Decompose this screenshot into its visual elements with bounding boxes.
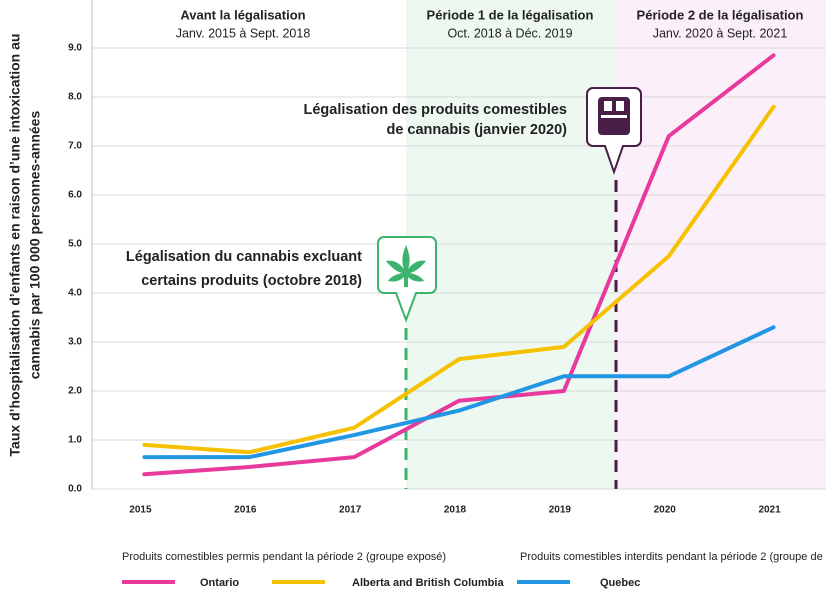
edible-window — [604, 101, 612, 111]
y-tick-label: 1.0 — [68, 435, 82, 446]
series-line — [142, 104, 776, 455]
x-tick-label: 2016 — [234, 505, 257, 516]
annotation: Légalisation du cannabis excluant — [126, 249, 362, 265]
x-tick-label: 2019 — [549, 505, 572, 516]
y-tick-label: 6.0 — [68, 190, 82, 201]
legend-label: Quebec — [600, 577, 640, 589]
period-title: Période 2 de la légalisation — [637, 7, 804, 22]
edible-stripe — [601, 115, 627, 118]
y-tick-label: 5.0 — [68, 239, 82, 250]
y-tick-label: 3.0 — [68, 337, 82, 348]
edible-window — [616, 101, 624, 111]
annotation: certains produits (octobre 2018) — [141, 273, 362, 289]
y-axis-label: cannabis par 100 000 personnes-années — [27, 111, 43, 380]
series-line — [142, 53, 776, 477]
y-tick-label: 0.0 — [68, 484, 82, 495]
period-dates: Janv. 2015 à Sept. 2018 — [176, 26, 311, 40]
y-tick-label: 8.0 — [68, 92, 82, 103]
annotation: Légalisation des produits comestibles — [304, 102, 567, 118]
x-tick-label: 2015 — [129, 505, 152, 516]
y-tick-label: 2.0 — [68, 386, 82, 397]
y-tick-label: 7.0 — [68, 141, 82, 152]
y-axis-label: Taux d’hospitalisation d’enfants en rais… — [7, 34, 23, 457]
series-lines — [142, 53, 776, 477]
series-line — [142, 325, 776, 460]
legend-label: Alberta and British Columbia — [352, 577, 504, 589]
y-tick-label: 9.0 — [68, 43, 82, 54]
annotation: de cannabis (janvier 2020) — [386, 122, 567, 138]
x-tick-label: 2020 — [654, 505, 677, 516]
legend-group: Produits comestibles interdits pendant l… — [520, 551, 826, 563]
x-tick-label: 2017 — [339, 505, 362, 516]
period-title: Avant la légalisation — [180, 7, 305, 22]
legend-group: Produits comestibles permis pendant la p… — [122, 551, 446, 563]
x-tick-label: 2021 — [758, 505, 781, 516]
leaf — [386, 245, 426, 287]
y-tick-label: 4.0 — [68, 288, 82, 299]
period-dates: Oct. 2018 à Déc. 2019 — [447, 26, 572, 40]
period-dates: Janv. 2020 à Sept. 2021 — [653, 26, 788, 40]
grid — [92, 47, 826, 490]
period-title: Période 1 de la légalisation — [427, 7, 594, 22]
x-tick-label: 2018 — [444, 505, 467, 516]
legend-label: Ontario — [200, 577, 239, 589]
